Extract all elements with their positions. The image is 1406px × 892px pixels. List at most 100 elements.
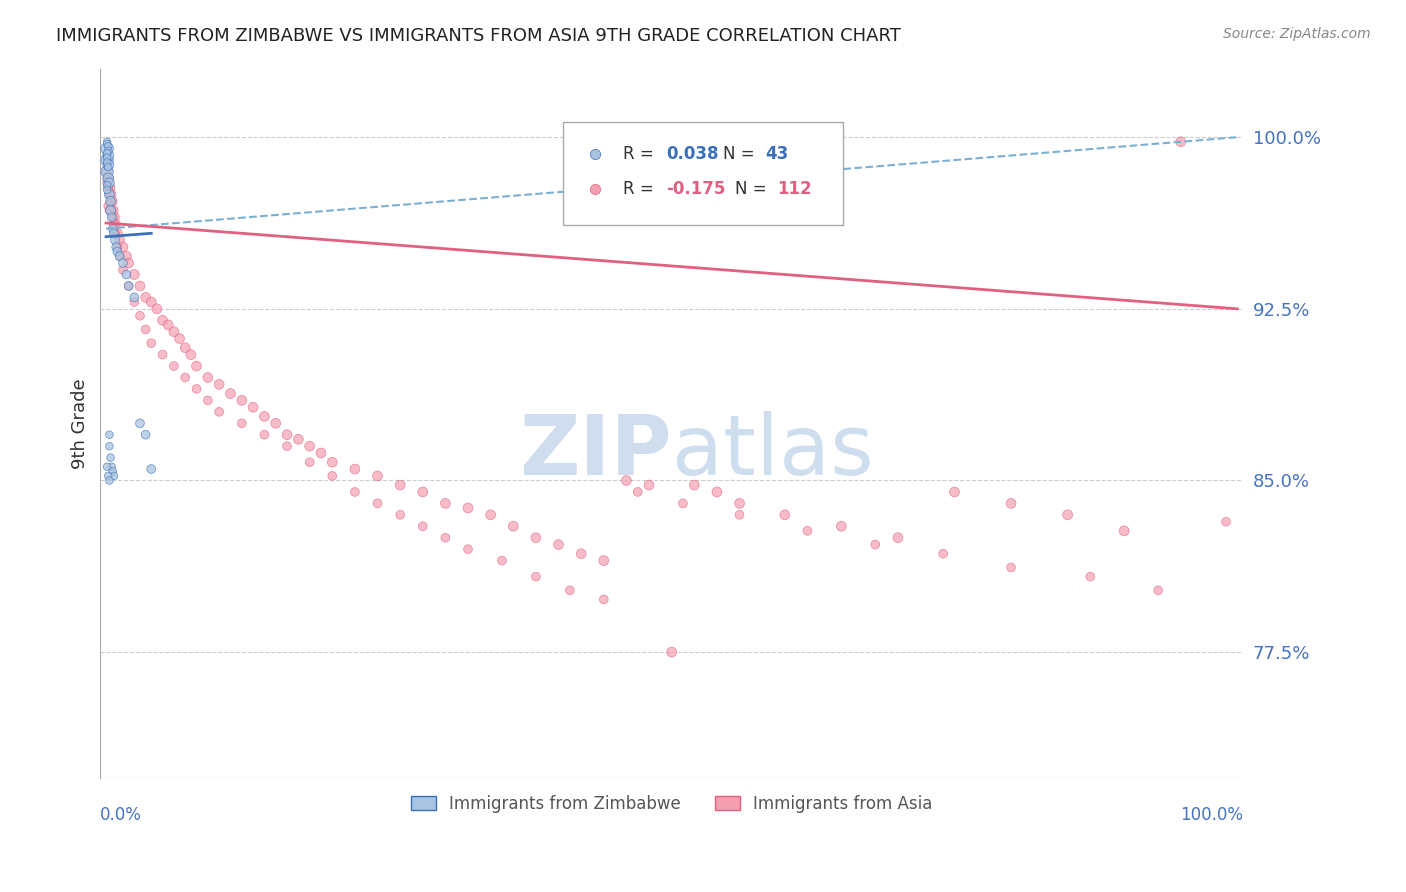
Point (104, 227, 127, 241)
Point (103, 211, 125, 225)
Point (672, 496, 695, 510)
Point (592, 553, 614, 567)
Point (115, 249, 138, 263)
Point (105, 240, 128, 254)
Point (101, 464, 124, 478)
Point (208, 405, 231, 419)
Point (129, 279, 152, 293)
Point (298, 455, 321, 469)
Point (309, 446, 332, 460)
Point (97, 171, 120, 186)
Point (389, 478, 412, 492)
Point (558, 583, 581, 598)
Point (638, 478, 661, 492)
Point (100, 194, 122, 209)
Point (98, 187, 121, 202)
Point (231, 393, 253, 408)
Point (96, 136, 118, 151)
Point (98, 176, 121, 190)
Point (186, 359, 208, 373)
Point (276, 427, 298, 442)
Point (343, 462, 366, 476)
Point (434, 531, 457, 545)
Text: ZIP: ZIP (519, 411, 672, 492)
Point (174, 370, 197, 384)
Point (101, 221, 124, 235)
Point (163, 325, 186, 339)
Point (97, 469, 120, 483)
Point (97, 199, 120, 213)
Point (101, 203, 124, 218)
Point (186, 382, 208, 396)
Point (97, 158, 120, 172)
Text: R =: R = (623, 180, 658, 198)
Point (197, 393, 219, 408)
Point (129, 309, 152, 323)
Text: N =: N = (734, 180, 772, 198)
Point (585, 405, 607, 419)
Point (592, 592, 614, 607)
Point (100, 459, 122, 474)
Point (96, 153, 118, 167)
Point (108, 249, 131, 263)
Point (932, 547, 955, 561)
Point (479, 508, 502, 522)
Point (1147, 583, 1170, 598)
Text: R =: R = (623, 145, 658, 162)
Text: 0.038: 0.038 (666, 145, 718, 162)
Point (124, 295, 146, 310)
Point (100, 211, 122, 225)
Point (105, 227, 128, 241)
Point (111, 240, 134, 254)
Point (96, 183, 118, 197)
Point (1114, 524, 1136, 538)
Point (457, 542, 479, 557)
Point (169, 332, 191, 346)
Point (1000, 496, 1022, 510)
Point (104, 233, 127, 247)
Point (103, 469, 125, 483)
Point (98, 180, 121, 194)
Point (141, 336, 163, 351)
Point (124, 268, 146, 282)
Point (389, 508, 412, 522)
Point (115, 268, 138, 282)
Point (231, 417, 253, 431)
Point (96, 155, 118, 169)
Point (253, 427, 276, 442)
Point (100, 194, 122, 209)
FancyBboxPatch shape (564, 121, 844, 225)
Point (96, 459, 118, 474)
Point (97, 148, 120, 162)
Point (585, 519, 607, 533)
Point (208, 377, 231, 392)
Point (616, 474, 638, 488)
Text: 112: 112 (776, 180, 811, 198)
Point (96, 151, 118, 165)
Text: 100.0%: 100.0% (1180, 806, 1243, 824)
Point (98, 474, 121, 488)
Point (100, 194, 122, 209)
Point (100, 187, 122, 202)
Point (117, 256, 139, 270)
Point (1170, 135, 1192, 149)
Point (524, 531, 547, 545)
Point (412, 484, 434, 499)
Point (457, 500, 479, 515)
Text: 0.0%: 0.0% (100, 806, 142, 824)
Point (152, 313, 174, 327)
Point (569, 547, 592, 561)
Point (105, 240, 128, 254)
Point (108, 249, 131, 263)
Point (97, 160, 120, 174)
Point (117, 279, 139, 293)
Point (101, 211, 124, 225)
Point (321, 455, 343, 469)
Point (180, 348, 202, 362)
Point (97, 139, 120, 153)
Point (111, 256, 134, 270)
Point (887, 531, 910, 545)
Point (287, 432, 309, 446)
Point (146, 301, 169, 316)
Point (98, 187, 121, 202)
